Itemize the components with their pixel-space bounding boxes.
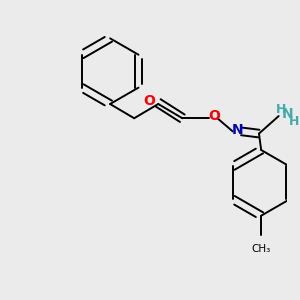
Text: N: N [282,107,293,121]
Text: O: O [208,109,220,123]
Text: O: O [144,94,155,108]
Text: CH₃: CH₃ [252,244,271,254]
Text: H: H [289,115,299,128]
Text: H: H [276,103,286,116]
Text: N: N [231,123,243,137]
